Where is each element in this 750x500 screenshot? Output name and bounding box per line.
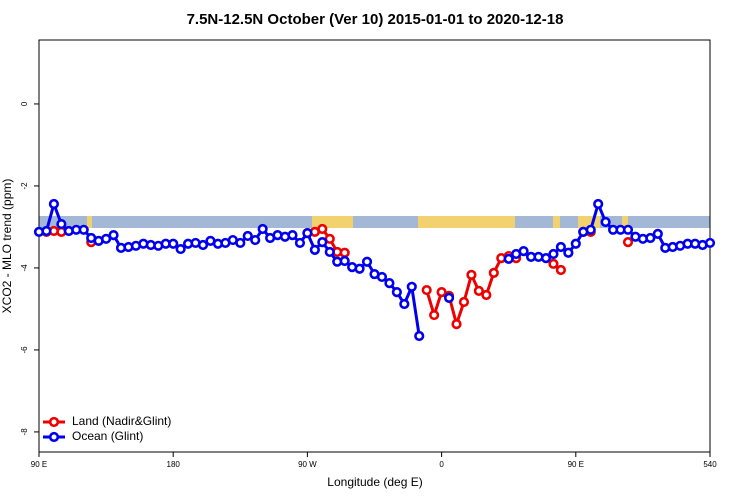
data-point <box>622 224 634 235</box>
legend-marker <box>48 431 60 443</box>
data-point <box>168 238 179 249</box>
data-point <box>406 281 417 292</box>
land-patch <box>553 216 560 228</box>
land-ocean-band <box>39 216 710 228</box>
data-point <box>540 252 552 264</box>
data-point <box>175 243 186 255</box>
y-tick-label: -8 <box>20 428 29 436</box>
data-point <box>600 216 611 228</box>
data-point <box>339 247 350 258</box>
data-point <box>354 263 365 274</box>
legend-label: Ocean (Glint) <box>72 429 143 443</box>
x-tick-label: 90 E <box>31 460 47 469</box>
data-point <box>317 237 328 248</box>
data-point <box>339 255 350 267</box>
data-point <box>458 296 470 308</box>
data-point <box>41 225 52 237</box>
data-point <box>704 237 716 249</box>
data-point <box>399 298 410 310</box>
data-point <box>324 246 335 258</box>
data-point <box>391 287 402 298</box>
x-tick-label: 540 <box>703 460 717 469</box>
data-point <box>503 253 514 265</box>
data-point <box>317 223 328 235</box>
data-point <box>250 234 261 246</box>
data-point <box>488 267 499 278</box>
chart-title: 7.5N-12.5N October (Ver 10) 2015-01-01 t… <box>187 11 564 28</box>
land-patch <box>622 216 628 228</box>
data-point <box>436 287 447 298</box>
data-point <box>108 230 119 241</box>
data-point <box>376 271 388 283</box>
x-tick-label: 90 W <box>298 460 317 469</box>
data-point <box>56 218 67 230</box>
data-point <box>563 247 574 258</box>
data-point <box>309 244 320 255</box>
data-point <box>384 278 395 289</box>
y-tick-label: -4 <box>20 264 29 272</box>
data-point <box>294 237 306 249</box>
data-point <box>481 289 492 301</box>
x-axis-label: Longitude (deg E) <box>327 475 422 489</box>
data-point <box>570 238 581 249</box>
y-axis-label: XCO2 - MLO trend (ppm) <box>0 179 14 314</box>
x-tick-label: 0 <box>439 460 444 469</box>
y-tick-label: 0 <box>20 101 29 106</box>
data-point <box>429 309 440 321</box>
legend-marker <box>48 416 60 428</box>
data-point <box>555 264 566 276</box>
data-point <box>652 228 663 240</box>
x-tick-label: 180 <box>167 460 181 469</box>
data-point <box>78 224 89 235</box>
data-point <box>302 227 313 239</box>
data-point <box>622 237 634 248</box>
data-point <box>585 224 596 235</box>
data-point <box>100 233 112 244</box>
data-point <box>548 258 559 269</box>
data-point <box>593 198 604 210</box>
data-point <box>645 232 656 244</box>
y-tick-label: -6 <box>20 346 29 354</box>
x-tick-label: 90 E <box>568 460 584 469</box>
data-point <box>466 269 477 281</box>
data-point <box>421 284 432 296</box>
legend-label: Land (Nadir&Glint) <box>72 414 171 428</box>
data-point <box>257 223 268 235</box>
data-point <box>555 241 566 253</box>
data-point <box>235 237 246 249</box>
data-point <box>242 230 253 242</box>
y-tick-label: -2 <box>20 182 29 190</box>
data-point <box>48 198 60 210</box>
data-point <box>548 248 559 260</box>
data-point <box>197 239 209 251</box>
data-point <box>361 256 373 267</box>
ocean-band <box>39 216 710 228</box>
data-point <box>443 292 455 303</box>
land-patch <box>418 216 515 228</box>
data-point <box>414 330 425 342</box>
data-point <box>473 285 484 296</box>
data-point <box>287 230 298 241</box>
data-point <box>518 246 529 257</box>
land-patch <box>87 216 92 228</box>
data-point <box>451 318 462 330</box>
